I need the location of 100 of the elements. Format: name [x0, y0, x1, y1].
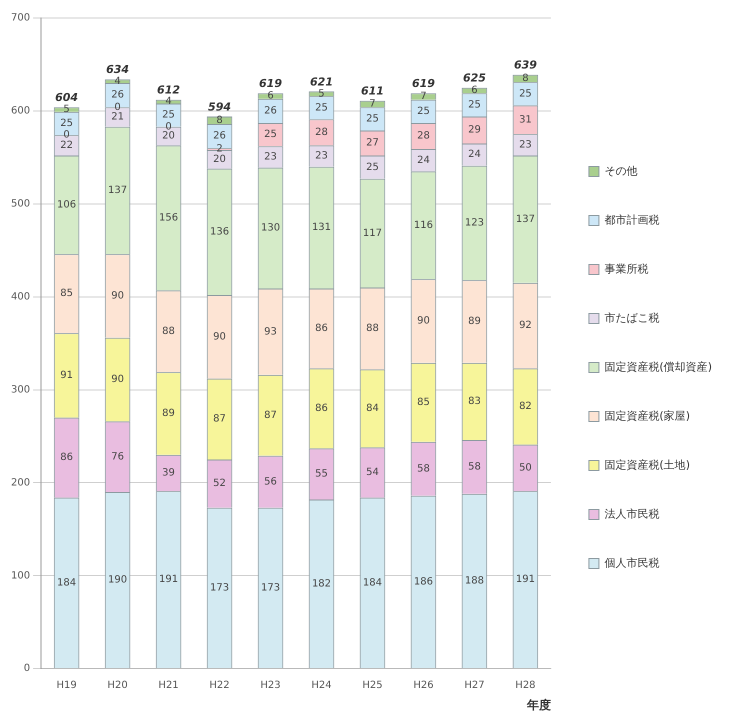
- data-label: 26: [111, 90, 124, 101]
- legend-label: その他: [604, 164, 638, 178]
- data-label: 182: [312, 578, 332, 590]
- data-label: 173: [260, 582, 280, 594]
- data-label: 86: [315, 323, 328, 334]
- data-label: 130: [260, 222, 280, 234]
- total-label: 619: [412, 77, 436, 90]
- x-tick-label: H27: [464, 680, 485, 692]
- data-label: 25: [519, 88, 532, 100]
- legend-label: 都市計画税: [604, 213, 660, 226]
- data-label: 26: [264, 106, 277, 117]
- data-label: 137: [108, 185, 128, 196]
- data-label: 50: [519, 462, 532, 474]
- data-label: 20: [162, 130, 175, 142]
- data-label: 28: [315, 126, 328, 138]
- data-label: 6: [471, 85, 478, 96]
- x-tick-label: H22: [209, 680, 230, 692]
- data-label: 8: [522, 73, 529, 84]
- data-label: 91: [60, 370, 73, 381]
- data-label: 54: [366, 467, 379, 478]
- x-tick-label: H24: [311, 680, 332, 692]
- data-label: 23: [264, 152, 277, 163]
- data-label: 184: [362, 577, 382, 588]
- total-label: 634: [106, 63, 130, 76]
- data-label: 23: [519, 139, 532, 150]
- data-label: 24: [468, 149, 481, 160]
- data-label: 190: [108, 574, 128, 586]
- data-label: 0: [165, 121, 172, 132]
- total-label: 611: [360, 84, 384, 98]
- data-label: 137: [516, 214, 535, 225]
- x-tick-label: H28: [515, 680, 536, 692]
- legend-label: 事業所税: [604, 262, 648, 276]
- data-label: 56: [264, 476, 277, 488]
- data-label: 188: [464, 576, 484, 587]
- data-label: 8: [216, 114, 223, 126]
- y-tick-label: 700: [10, 12, 30, 24]
- x-tick-label: H21: [158, 680, 179, 692]
- data-label: 39: [162, 468, 175, 479]
- legend-label: 固定資産税(土地): [604, 458, 690, 472]
- data-label: 117: [362, 228, 382, 239]
- data-label: 106: [57, 199, 76, 210]
- total-label: 612: [157, 84, 180, 97]
- data-label: 89: [468, 316, 481, 328]
- data-label: 123: [464, 218, 484, 229]
- data-label: 89: [162, 408, 175, 420]
- y-tick-label: 100: [10, 570, 30, 582]
- data-label: 116: [414, 220, 434, 231]
- y-tick-label: 200: [10, 477, 30, 488]
- data-label: 58: [417, 463, 430, 474]
- total-label: 625: [462, 72, 486, 85]
- data-label: 5: [63, 104, 70, 116]
- data-label: 25: [366, 113, 379, 124]
- data-label: 25: [366, 162, 379, 173]
- data-label: 7: [420, 91, 427, 102]
- data-label: 87: [213, 414, 226, 425]
- data-label: 25: [315, 102, 328, 114]
- data-label: 23: [315, 150, 328, 162]
- data-label: 31: [519, 114, 532, 126]
- y-tick-label: 300: [10, 384, 30, 396]
- data-label: 82: [519, 401, 532, 412]
- y-tick-label: 600: [10, 106, 30, 117]
- x-tick-label: H19: [56, 680, 77, 692]
- y-tick-label: 0: [24, 663, 30, 674]
- data-label: 184: [57, 577, 76, 588]
- legend-label: 市たばこ税: [604, 311, 660, 324]
- data-label: 55: [315, 468, 328, 480]
- legend-label: 固定資産税(家屋): [604, 409, 690, 422]
- y-tick-label: 400: [10, 291, 30, 302]
- data-label: 26: [213, 130, 226, 142]
- data-label: 86: [315, 402, 328, 414]
- data-label: 22: [60, 140, 73, 151]
- data-label: 2: [216, 144, 223, 155]
- total-label: 639: [514, 58, 538, 72]
- data-label: 84: [366, 402, 379, 414]
- y-tick-label: 500: [10, 198, 30, 210]
- data-label: 27: [366, 138, 379, 149]
- data-label: 58: [468, 462, 481, 473]
- total-label: 621: [310, 75, 333, 88]
- data-label: 156: [159, 212, 178, 224]
- x-tick-label: H23: [260, 680, 281, 692]
- total-label: 604: [55, 91, 78, 104]
- data-label: 5: [318, 88, 325, 100]
- total-label: 619: [259, 77, 282, 90]
- legend-label: 法人市民税: [604, 507, 660, 520]
- x-tick-label: H26: [413, 680, 434, 692]
- data-label: 21: [111, 112, 124, 123]
- data-label: 191: [159, 574, 178, 586]
- data-label: 85: [417, 396, 430, 408]
- data-label: 0: [114, 102, 121, 113]
- x-tick-label: H20: [107, 680, 128, 692]
- data-label: 90: [417, 316, 430, 327]
- data-label: 6: [267, 90, 274, 102]
- data-label: 28: [417, 130, 430, 142]
- x-tick-label: H25: [362, 680, 383, 692]
- data-label: 24: [417, 154, 430, 166]
- data-label: 92: [519, 320, 532, 332]
- data-label: 52: [213, 478, 226, 490]
- total-label: 594: [208, 100, 232, 114]
- data-label: 136: [210, 226, 230, 238]
- data-label: 88: [366, 323, 379, 334]
